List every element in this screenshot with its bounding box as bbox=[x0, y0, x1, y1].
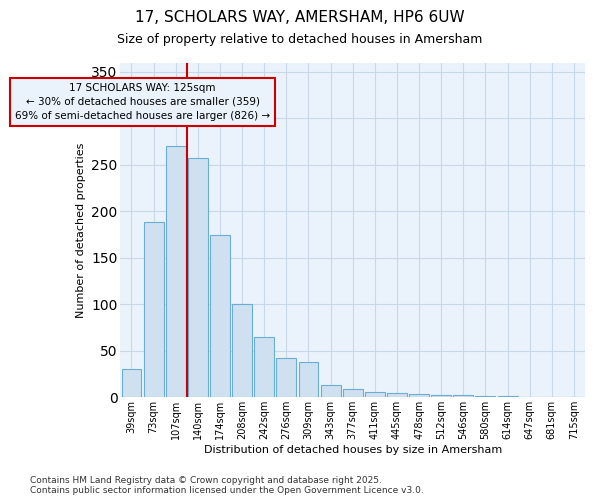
Text: 17, SCHOLARS WAY, AMERSHAM, HP6 6UW: 17, SCHOLARS WAY, AMERSHAM, HP6 6UW bbox=[135, 10, 465, 25]
Bar bbox=[166, 146, 185, 398]
Bar bbox=[497, 396, 518, 398]
Bar bbox=[454, 396, 473, 398]
Bar bbox=[431, 394, 451, 398]
Y-axis label: Number of detached properties: Number of detached properties bbox=[76, 142, 86, 318]
Bar bbox=[254, 337, 274, 398]
Bar bbox=[210, 234, 230, 398]
Bar bbox=[299, 362, 319, 398]
Text: Size of property relative to detached houses in Amersham: Size of property relative to detached ho… bbox=[118, 32, 482, 46]
Bar bbox=[277, 358, 296, 398]
Bar bbox=[365, 392, 385, 398]
Bar bbox=[409, 394, 429, 398]
Bar bbox=[143, 222, 164, 398]
Bar bbox=[387, 392, 407, 398]
Bar bbox=[188, 158, 208, 398]
X-axis label: Distribution of detached houses by size in Amersham: Distribution of detached houses by size … bbox=[203, 445, 502, 455]
Text: 17 SCHOLARS WAY: 125sqm
← 30% of detached houses are smaller (359)
69% of semi-d: 17 SCHOLARS WAY: 125sqm ← 30% of detache… bbox=[15, 83, 270, 121]
Bar bbox=[122, 370, 142, 398]
Text: Contains HM Land Registry data © Crown copyright and database right 2025.
Contai: Contains HM Land Registry data © Crown c… bbox=[30, 476, 424, 495]
Bar bbox=[320, 385, 341, 398]
Bar bbox=[232, 304, 252, 398]
Bar bbox=[343, 389, 362, 398]
Bar bbox=[475, 396, 496, 398]
